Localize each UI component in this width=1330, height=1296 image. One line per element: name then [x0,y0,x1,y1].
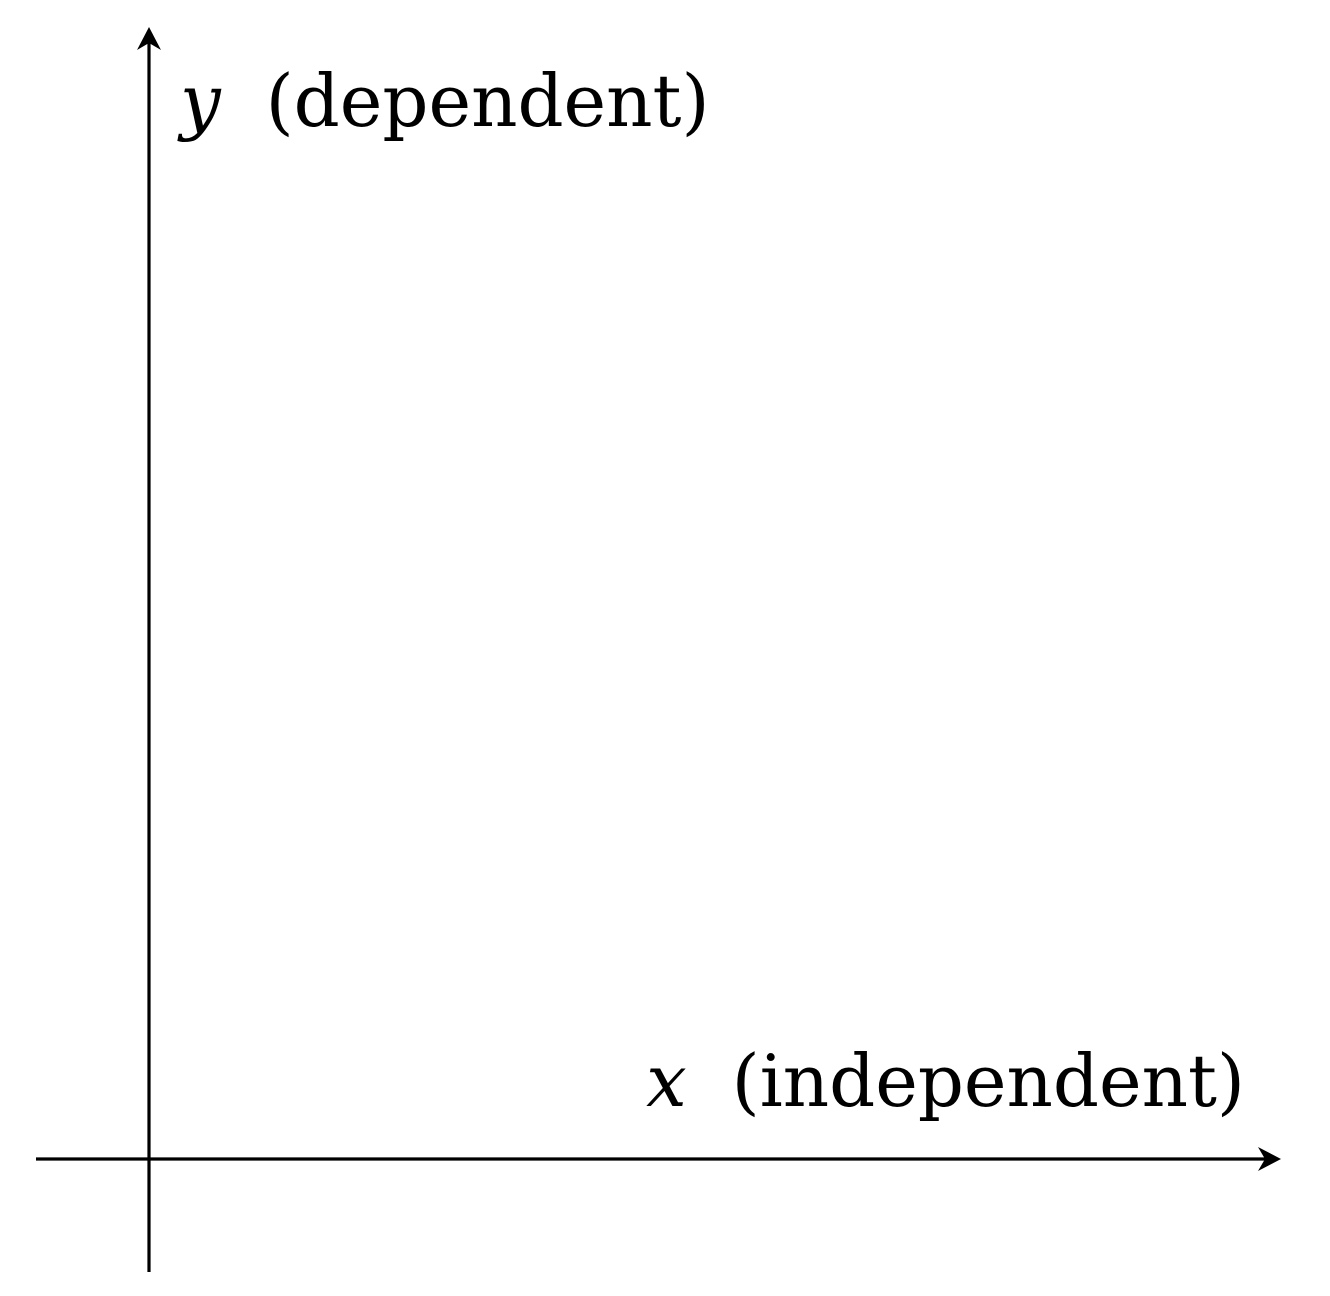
x-axis-symbol: x [646,1039,687,1123]
y-axis-description: (dependent) [266,59,710,143]
y-axis-symbol: y [177,59,222,143]
x-axis-label: x (independent) [646,1039,1245,1123]
y-axis-arrow-icon [137,27,161,50]
x-axis-arrow-icon [1258,1147,1281,1171]
y-axis-label: y (dependent) [177,59,710,143]
x-axis-description: (independent) [732,1039,1245,1123]
